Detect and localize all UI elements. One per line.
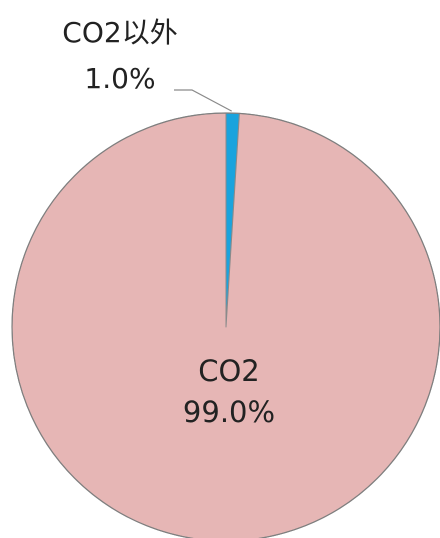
pie-slices	[11, 112, 440, 538]
slice-label-co2: CO2	[198, 354, 260, 388]
slice-label-co2-other: CO2以外	[62, 16, 177, 49]
slice-value-co2-other: 1.0%	[84, 62, 155, 95]
slice-leader-line-co2-other	[174, 89, 232, 112]
pie-outline	[11, 112, 440, 538]
pie-slice-co2	[11, 112, 440, 538]
slice-value-co2: 99.0%	[183, 395, 275, 429]
